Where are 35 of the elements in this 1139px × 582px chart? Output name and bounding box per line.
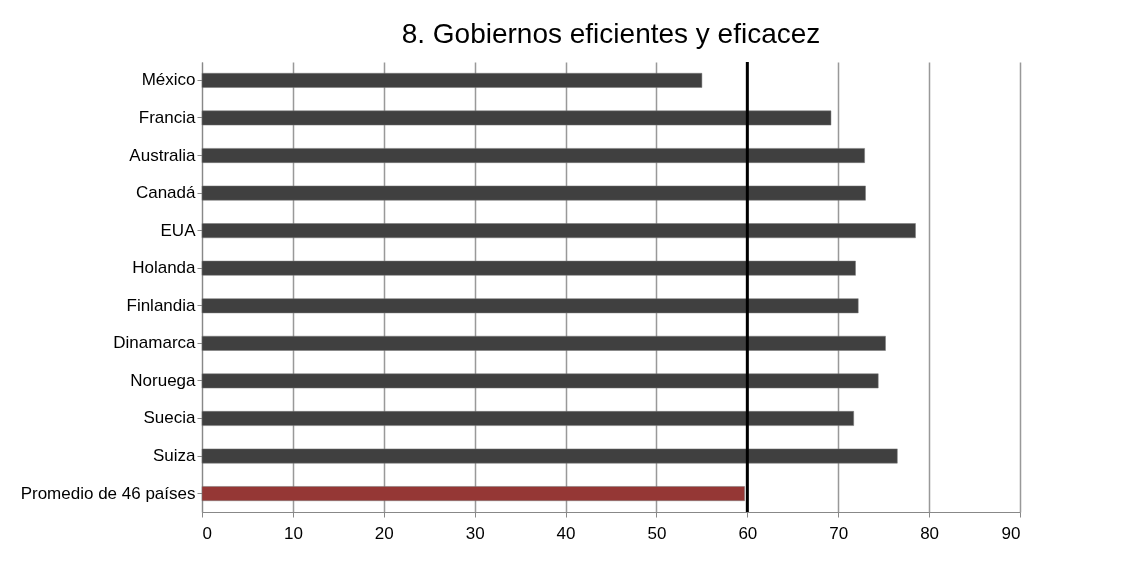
- x-tick-label: 70: [829, 523, 849, 543]
- bar: [201, 373, 879, 389]
- bar: [201, 185, 866, 201]
- bar: [201, 260, 856, 276]
- x-tick-label: 80: [920, 523, 940, 543]
- y-tick-label: Holanda: [132, 258, 197, 278]
- bar: [201, 73, 703, 88]
- y-tick-label: Francia: [138, 107, 197, 127]
- y-tick-label: Promedio de 46 países: [20, 483, 196, 503]
- x-tick-label: 0: [202, 523, 212, 543]
- bar: [201, 148, 865, 163]
- bar: [201, 110, 832, 126]
- x-tick-label: 30: [465, 523, 485, 543]
- x-tick-label: 90: [1001, 523, 1021, 543]
- x-tick-label: 50: [647, 523, 667, 543]
- y-tick-label: México: [141, 70, 196, 90]
- x-tick-label: 60: [738, 523, 758, 543]
- y-tick-label: Australia: [129, 145, 197, 165]
- y-tick-label: EUA: [160, 220, 197, 240]
- bar: [201, 223, 916, 239]
- y-tick-label: Suecia: [143, 408, 197, 428]
- bar: [201, 486, 745, 501]
- x-tick-label: 20: [374, 523, 394, 543]
- bar: [201, 448, 898, 464]
- bar: [201, 298, 859, 314]
- y-tick-label: Finlandia: [126, 295, 197, 315]
- y-tick-label: Dinamarca: [113, 333, 197, 353]
- chart-title: 8. Gobiernos eficientes y eficacez: [401, 17, 821, 49]
- y-tick-label: Canadá: [135, 183, 197, 203]
- bar: [201, 335, 886, 351]
- x-tick-label: 10: [283, 523, 303, 543]
- y-tick-label: Noruega: [130, 370, 197, 390]
- y-tick-label: Suiza: [152, 446, 197, 466]
- x-tick-label: 40: [556, 523, 576, 543]
- bar: [201, 411, 854, 426]
